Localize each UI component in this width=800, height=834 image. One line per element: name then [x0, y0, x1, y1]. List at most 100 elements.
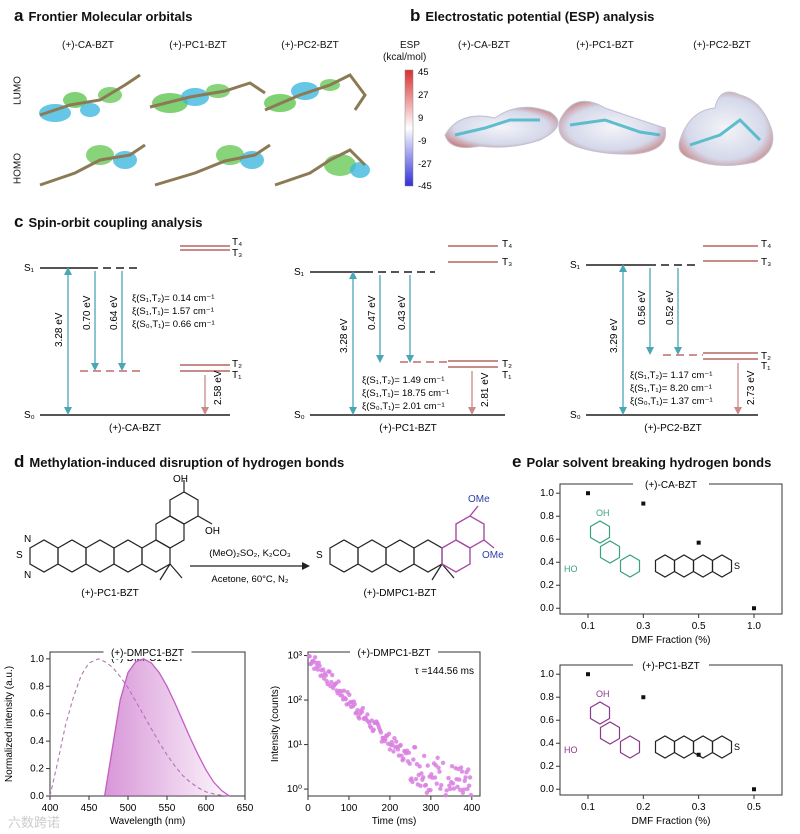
data-point	[696, 540, 701, 545]
x-tick-label: 0.5	[692, 621, 706, 632]
orbital-lumo-pc2	[264, 73, 367, 112]
reactant-oh-top: OH	[173, 474, 188, 485]
x-tick-label: 0.3	[636, 621, 650, 632]
orbital-images	[39, 73, 370, 187]
panel-a-col-label-2: (+)-PC2-BZT	[281, 40, 339, 51]
product-s-atom: S	[316, 550, 323, 561]
decay-point	[451, 786, 457, 791]
colorbar-tick-1: 27	[418, 90, 429, 101]
decay-point	[467, 775, 473, 780]
inset-ring	[619, 554, 641, 578]
dmf-chart-ca: (+)-CA-BZT 0.1 0.3 0.5 1.0 0.0 0.2 0.4 0.6 0.8 1.0…	[540, 478, 783, 646]
panel-c-title-text: Spin-orbit coupling analysis	[28, 215, 203, 230]
decay-point	[315, 667, 321, 672]
level-label-s1: S₁	[24, 263, 35, 274]
panel-b-col-label-1: (+)-PC1-BZT	[576, 40, 634, 51]
x-tick-label: 450	[81, 803, 98, 814]
decay-point	[449, 764, 455, 769]
decay-point	[407, 761, 412, 766]
y-tick-label: 10¹	[288, 740, 303, 751]
chart-title-bg	[633, 478, 709, 491]
inset-ring	[692, 554, 714, 578]
decay-point	[307, 654, 312, 659]
panel-a-title: a Frontier Molecular orbitals	[14, 6, 192, 26]
panel-a-title-text: Frontier Molecular orbitals	[28, 9, 193, 24]
decay-point	[391, 749, 396, 754]
colorbar-tick-2: 9	[418, 113, 423, 124]
level-label-t1: T₁	[502, 370, 512, 381]
decay-point	[327, 669, 332, 675]
soc-value-2-2: ξ(S₀,T₁)= 1.37 cm⁻¹	[630, 396, 713, 407]
inset-ring	[711, 554, 733, 578]
x-tick-label: 0.3	[692, 802, 706, 813]
x-tick-label: 100	[341, 803, 358, 814]
level-label-t2: T₂	[761, 351, 771, 362]
decay-point	[386, 731, 392, 737]
level-label-t4: T₄	[232, 237, 242, 248]
decay-point	[383, 737, 388, 742]
chart-title-bg	[350, 646, 438, 659]
panel-e-title-text: Polar solvent breaking hydrogen bonds	[526, 455, 772, 470]
soc-value-1-1: ξ(S₁,T₁)= 18.75 cm⁻¹	[362, 388, 449, 399]
x-tick-label: 300	[423, 803, 440, 814]
soc-value-0-0: ξ(S₁,T₂)= 0.14 cm⁻¹	[132, 293, 214, 304]
panel-a-col-label-0: (+)-CA-BZT	[62, 40, 114, 51]
decay-point	[392, 735, 397, 741]
esp-colorbar: 45 27 9 -9 -27 -45	[404, 67, 432, 192]
gap-t1s0-1: 2.81 eV	[480, 372, 491, 407]
product-methylated-ring	[441, 505, 495, 573]
y-axis-label: Intensity (counts)	[270, 686, 281, 762]
decay-point	[365, 712, 370, 717]
colorbar-tick-4: -27	[418, 159, 432, 170]
soc-value-2-1: ξ(S₁,T₁)= 8.20 cm⁻¹	[630, 383, 712, 394]
gap-s1s0-2: 3.29 eV	[609, 318, 620, 353]
data-point	[696, 752, 701, 757]
reactant-name: (+)-PC1-BZT	[81, 588, 139, 599]
product-ome-right: OMe	[482, 550, 504, 561]
decay-point	[437, 769, 442, 774]
y-axis-label: Normalized intensity (a.u.)	[4, 666, 15, 782]
panel-e-title: e Polar solvent breaking hydrogen bonds	[512, 452, 771, 472]
gap-s1t1-0: 0.64 eV	[109, 295, 120, 330]
diagram-name-0: (+)-CA-BZT	[109, 423, 161, 434]
y-tick-label: 0.6	[540, 534, 554, 545]
panel-d-letter: d	[14, 452, 25, 471]
inset-ring	[711, 735, 733, 759]
level-label-s1: S₁	[570, 260, 581, 271]
reactant-n-atom-bottom: N	[24, 570, 31, 581]
emission-spectrum-chart: (+)-DMPC1-BZT(+)-DMPC1-BZT40045050055060…	[4, 646, 254, 827]
decay-point	[421, 775, 426, 780]
diagram-name-2: (+)-PC2-BZT	[644, 423, 702, 434]
x-tick-label: 500	[120, 803, 137, 814]
x-axis-label: DMF Fraction (%)	[632, 816, 711, 827]
level-label-t3: T₃	[502, 257, 512, 268]
decay-point	[359, 709, 365, 715]
reactant-oh-right: OH	[205, 526, 220, 537]
y-tick-label: 0.8	[540, 692, 554, 703]
panel-d-title: d Methylation-induced disruption of hydro…	[14, 452, 344, 472]
decay-point	[355, 708, 360, 713]
data-point	[641, 695, 646, 700]
orbital-homo-pc1	[154, 143, 271, 187]
level-label-s0: S₀	[24, 410, 35, 421]
panel-b-letter: b	[410, 6, 421, 25]
inset-ring	[654, 735, 676, 759]
panel-e-letter: e	[512, 452, 522, 471]
y-tick-label: 0.0	[30, 791, 44, 802]
inset-ho-label: HO	[564, 745, 578, 755]
level-label-t2: T₂	[502, 359, 512, 370]
decay-point	[357, 716, 362, 721]
reactant-n-atom-top: N	[24, 534, 31, 545]
inset-s-label: S	[734, 561, 740, 571]
decay-point	[468, 792, 474, 798]
product-ome-top: OMe	[468, 494, 490, 505]
decay-point	[444, 788, 449, 793]
diagram-name-1: (+)-PC1-BZT	[379, 423, 437, 434]
decay-point	[360, 705, 366, 711]
decay-point	[466, 783, 472, 788]
x-axis-label: Wavelength (nm)	[110, 816, 186, 827]
orbital-homo-pc2	[274, 148, 370, 187]
colorbar-tick-5: -45	[418, 181, 432, 192]
inset-ring	[619, 735, 641, 759]
chart-title-bg	[633, 659, 709, 672]
